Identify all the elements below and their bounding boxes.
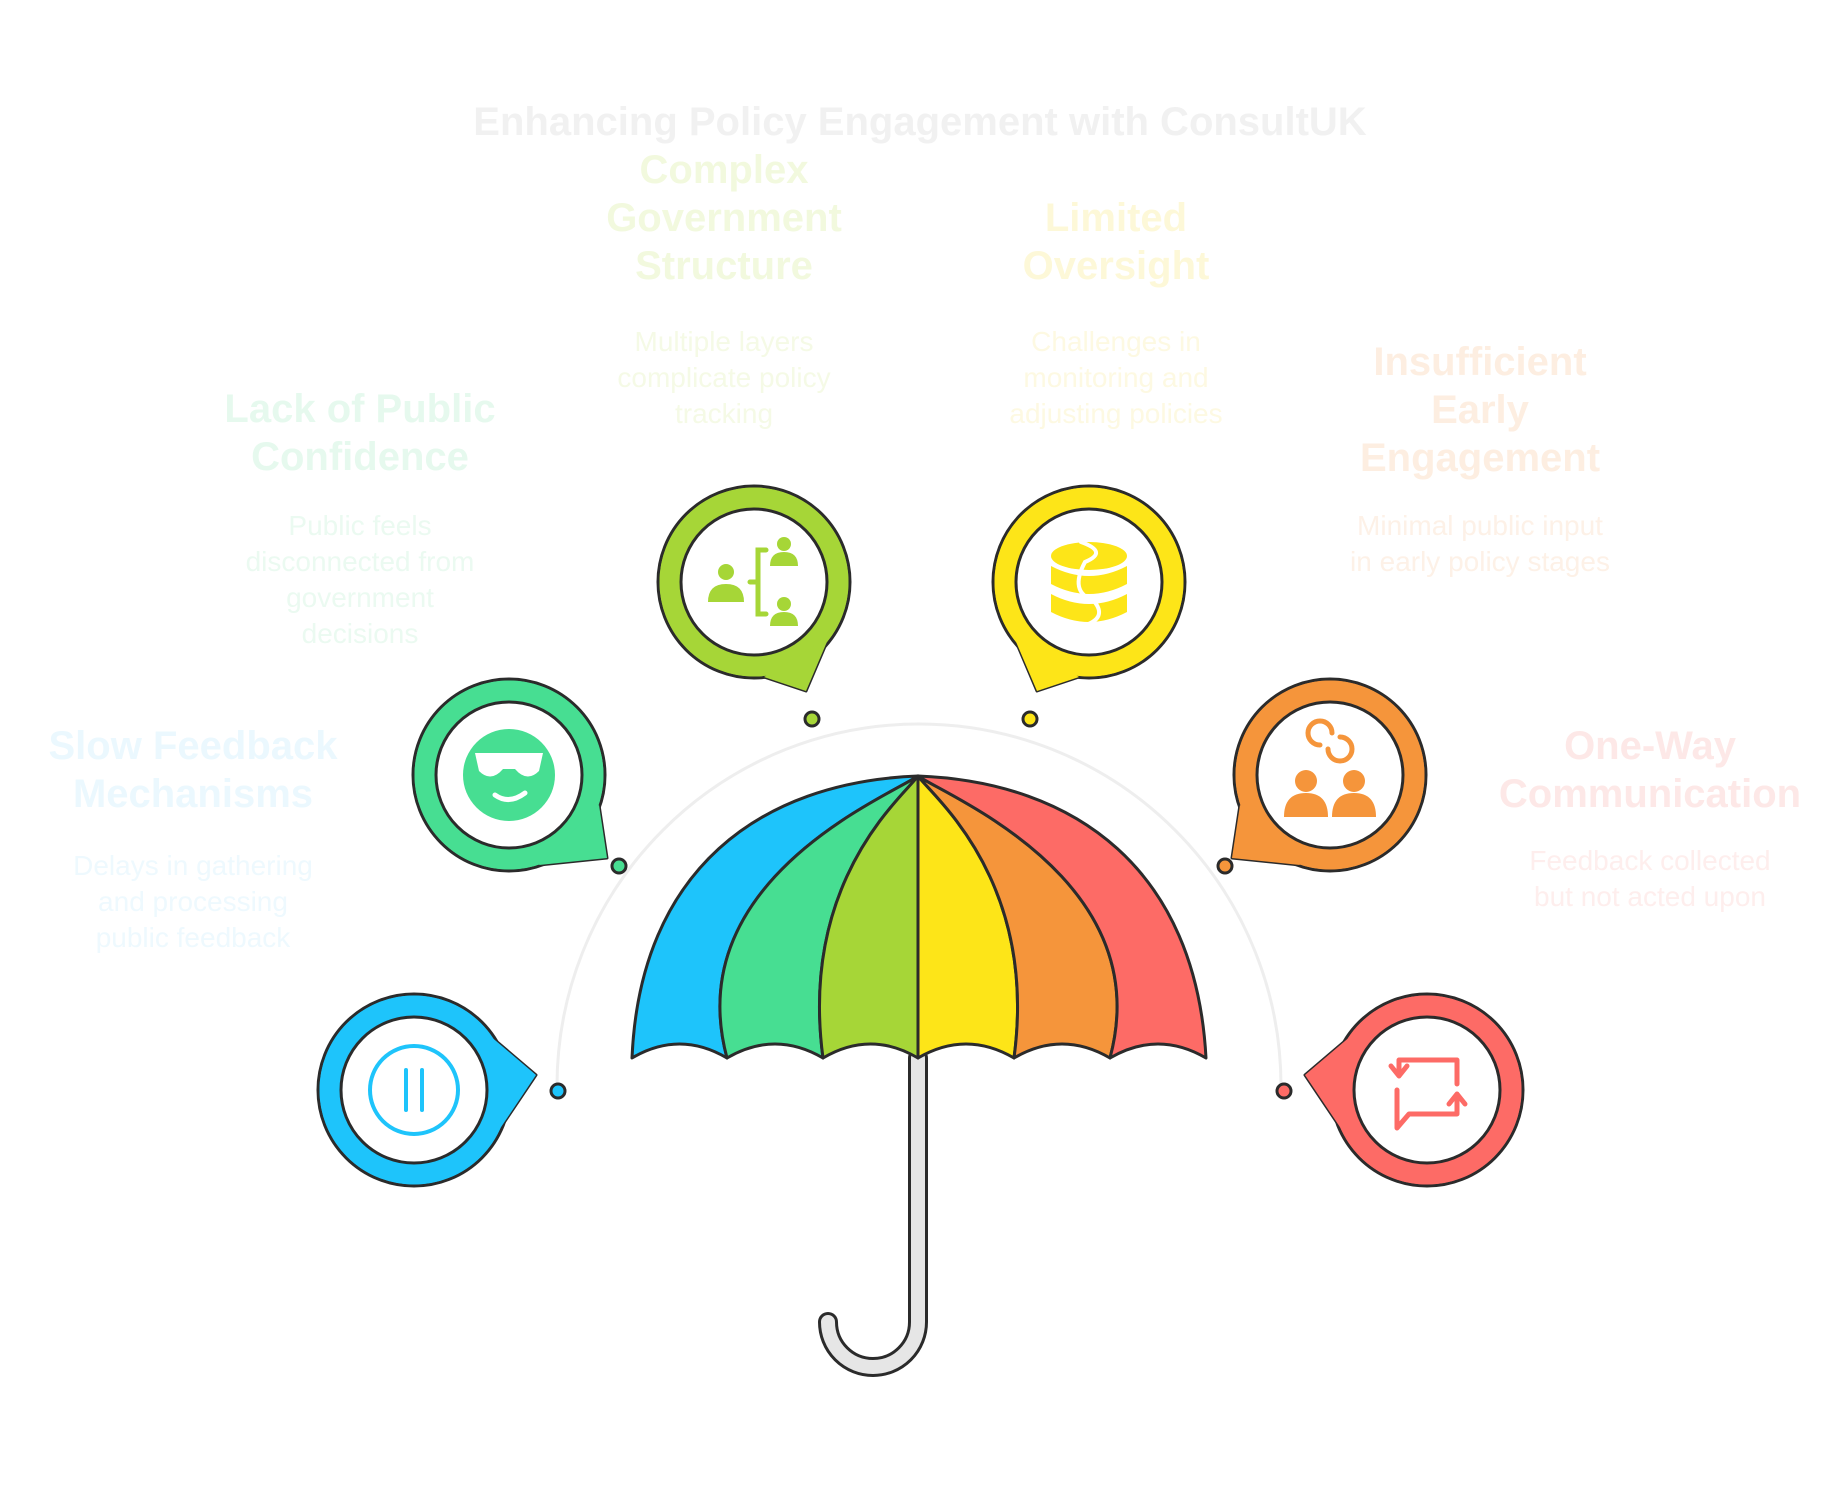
item-description-line: Public feels	[288, 510, 432, 541]
repeat-chat-icon	[1388, 1057, 1468, 1131]
item-title-line: Structure	[635, 244, 813, 288]
connector-dot-lack-confidence	[610, 857, 628, 875]
item-title: Lack of Public Confidence	[160, 385, 560, 481]
item-title-line: Lack of Public	[224, 387, 496, 431]
item-title-line: Communication	[1498, 772, 1802, 816]
umbrella-handle	[818, 1048, 928, 1377]
umbrella-panel-6	[916, 774, 1208, 1060]
item-title: Complex Government Structure	[524, 146, 924, 290]
item-description-line: Delays in gathering	[73, 850, 313, 881]
people-exchange-icon	[1284, 718, 1376, 817]
item-title: Slow Feedback Mechanisms	[0, 722, 393, 818]
bubbles	[316, 484, 1525, 1188]
item-title-line: Mechanisms	[72, 772, 314, 816]
connector-dot-limited-oversight	[1021, 710, 1039, 728]
pause-icon	[368, 1044, 460, 1136]
item-description-line: in early policy stages	[1350, 546, 1610, 577]
item-description: Feedback collected but not acted upon	[1450, 843, 1840, 915]
item-title-line: Limited	[1044, 196, 1188, 240]
item-description-line: tracking	[674, 398, 774, 429]
bubble-complex-structure	[656, 484, 852, 693]
item-title-line: Complex	[639, 148, 809, 192]
hierarchy-icon	[708, 537, 798, 626]
item-title-line: Government	[606, 196, 842, 240]
item-title-line: Early	[1431, 388, 1529, 432]
item-title-line: One-Way	[1564, 724, 1736, 768]
item-description-line: Multiple layers	[634, 326, 814, 357]
connector-arc	[555, 722, 1283, 1087]
item-description-line: but not acted upon	[1534, 881, 1766, 912]
item-description-line: complicate policy	[617, 362, 831, 393]
item-description-line: public feedback	[95, 922, 291, 953]
item-title-line: Slow Feedback	[48, 724, 338, 768]
item-title: Limited Oversight	[916, 194, 1316, 290]
item-description: Challenges in monitoring and adjusting pol…	[916, 324, 1316, 432]
bubble-limited-oversight	[991, 484, 1187, 693]
item-description: Public feels disconnected from government d…	[160, 508, 560, 652]
item-description-line: decisions	[301, 618, 419, 649]
umbrella-canopy	[630, 774, 1208, 1060]
item-description-line: adjusting policies	[1009, 398, 1223, 429]
bubble-slow-feedback	[316, 992, 538, 1188]
item-description: Minimal public input in early policy stag…	[1280, 508, 1680, 580]
bubble-insufficient-engagement	[1230, 677, 1428, 873]
sunglasses-face-icon	[463, 729, 555, 821]
item-title-line: Engagement	[1359, 436, 1601, 480]
item-description-line: disconnected from	[245, 546, 475, 577]
item-description-line: Feedback collected	[1529, 845, 1771, 876]
item-description: Delays in gathering and processing public …	[0, 848, 393, 956]
bubble-lack-confidence	[411, 677, 609, 873]
item-description-line: government	[286, 582, 434, 613]
item-description-line: Challenges in	[1031, 326, 1201, 357]
database-icon	[1051, 540, 1127, 628]
connector-dot-slow-feedback	[549, 1082, 567, 1100]
item-title: One-Way Communication	[1450, 722, 1840, 818]
connector-dot-complex-structure	[803, 710, 821, 728]
item-description-line: Minimal public input	[1357, 510, 1603, 541]
item-title: Insufficient Early Engagement	[1280, 338, 1680, 482]
diagram-title: Enhancing Policy Engagement with Consult…	[473, 100, 1367, 144]
item-description-line: monitoring and	[1023, 362, 1209, 393]
connector-dot-insufficient-engagement	[1216, 857, 1234, 875]
connector-dot-one-way	[1275, 1082, 1293, 1100]
item-title-line: Oversight	[1022, 244, 1210, 288]
item-title-line: Insufficient	[1373, 340, 1587, 384]
item-description: Multiple layers complicate policy tracking	[524, 324, 924, 432]
item-title-line: Confidence	[251, 435, 469, 479]
bubble-one-way	[1303, 992, 1525, 1188]
item-description-line: and processing	[98, 886, 288, 917]
